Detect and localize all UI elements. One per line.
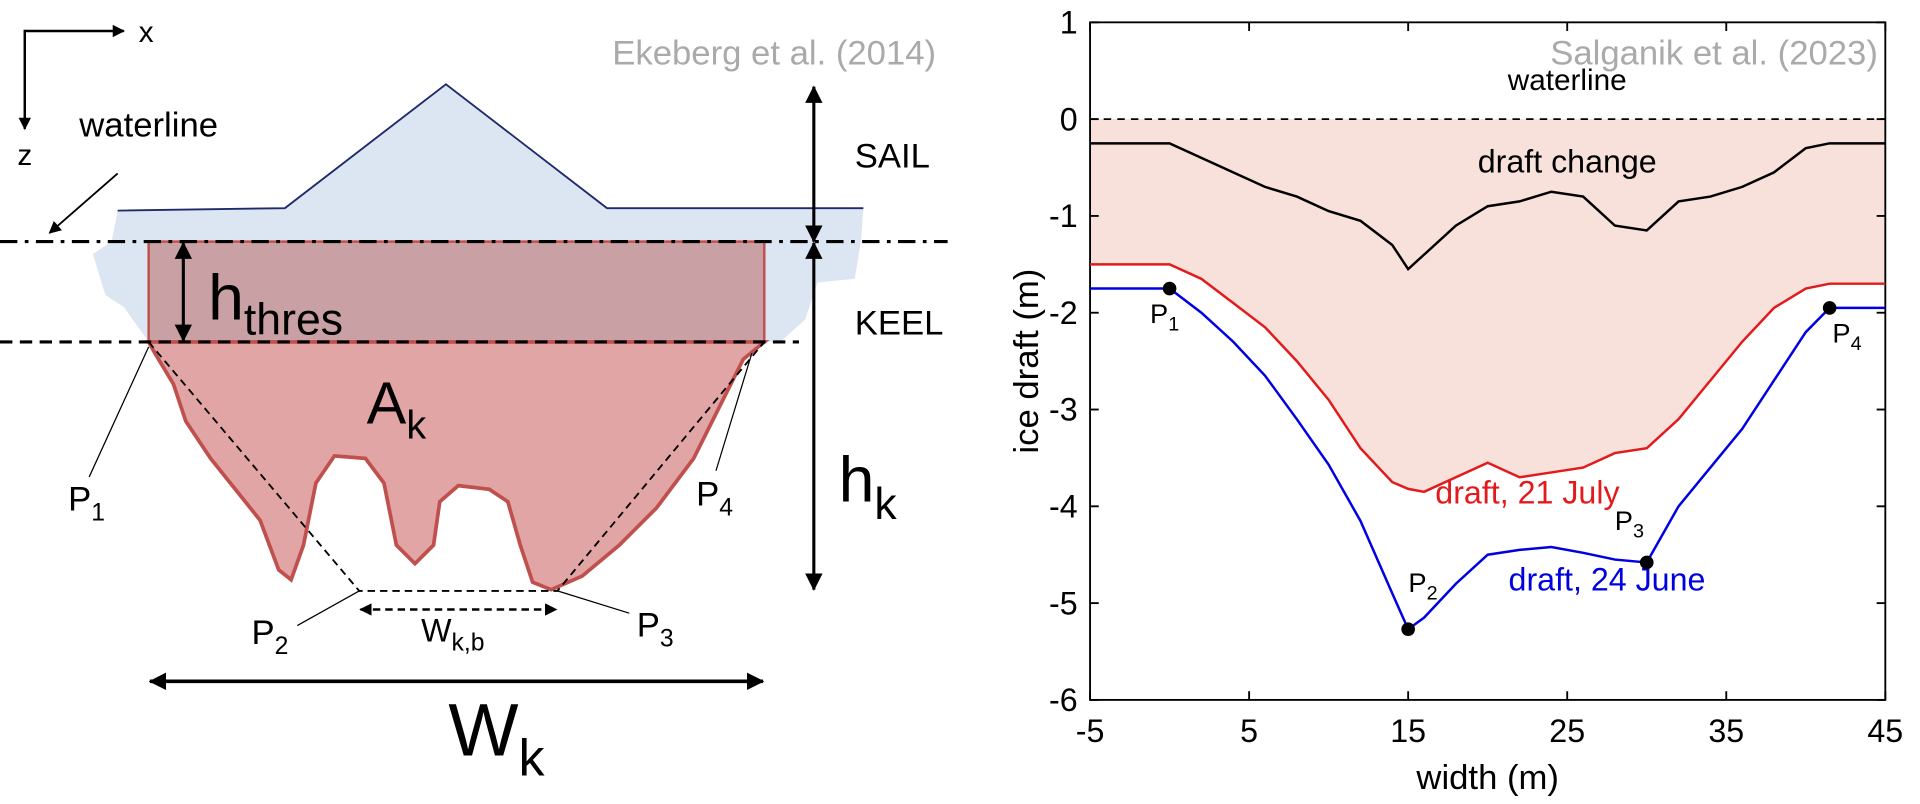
label-main: h	[839, 444, 875, 516]
label-sub: 2	[1427, 583, 1438, 605]
x-tick-label: 5	[1240, 713, 1258, 749]
y-tick-label: -4	[1049, 488, 1078, 524]
label-main: P	[1615, 505, 1633, 536]
label-sub: 1	[1168, 314, 1179, 336]
label-sub: k	[519, 729, 546, 787]
iceberg-diagram: Ekeberg et al. (2014) x z waterline SAIL…	[0, 16, 948, 787]
axis-z-label: z	[17, 139, 32, 172]
point-label: P4	[1832, 318, 1861, 355]
citation: Ekeberg et al. (2014)	[612, 34, 936, 72]
y-axis-title: ice draft (m)	[1008, 269, 1046, 454]
label-sub: 4	[719, 494, 733, 521]
label-main: P	[1832, 318, 1850, 349]
label-main: W	[421, 613, 452, 649]
label-sub: 2	[275, 633, 289, 660]
x-tick-label: 45	[1867, 713, 1903, 749]
label-sub: 4	[1851, 333, 1862, 355]
p4-label: P4	[696, 475, 733, 521]
citation: Salganik et al. (2023)	[1550, 34, 1878, 72]
label-sub: k	[874, 480, 897, 529]
series-line	[1090, 263, 1886, 494]
y-tick-label: -1	[1049, 198, 1078, 234]
y-tick-label: -6	[1049, 682, 1078, 718]
a-k-label: Ak	[367, 370, 427, 448]
point-marker	[1822, 301, 1837, 315]
p2-label: P2	[251, 614, 288, 660]
leader-p2	[296, 590, 360, 627]
keel-label: KEEL	[855, 304, 944, 342]
label-main: P	[1408, 567, 1426, 598]
sail-outline	[117, 83, 864, 212]
y-tick-label: -5	[1049, 585, 1078, 621]
x-tick-label: -5	[1076, 713, 1105, 749]
label-sub: k	[406, 404, 426, 448]
leader-p1	[88, 346, 150, 478]
x-tick-label: 15	[1390, 713, 1426, 749]
y-tick-label: -2	[1049, 295, 1078, 331]
series-line	[1090, 142, 1886, 272]
point-marker	[1162, 281, 1177, 296]
series-label: draft change	[1478, 143, 1657, 179]
label-main: P	[1150, 298, 1168, 329]
point-marker	[1639, 555, 1654, 570]
w-kb-label: Wk,b	[421, 613, 484, 657]
p3-label: P3	[637, 607, 674, 653]
sail-label: SAIL	[855, 137, 930, 175]
x-axis-title: width (m)	[1415, 759, 1559, 797]
leader-p3	[557, 590, 630, 614]
p1-label: P1	[68, 480, 105, 526]
point-label: P3	[1615, 505, 1644, 542]
label-sub: k,b	[452, 629, 485, 656]
point-label: P2	[1408, 567, 1437, 604]
series-label: draft, 24 June	[1509, 562, 1706, 598]
label-main: P	[251, 614, 274, 652]
label-sub: thres	[244, 295, 343, 344]
x-tick-label: 25	[1549, 713, 1585, 749]
label-main: P	[696, 475, 719, 513]
draft-change-area	[1090, 119, 1886, 492]
label-main: P	[68, 480, 91, 518]
label-main: h	[208, 262, 244, 334]
series-line	[1090, 287, 1886, 632]
w-k-label: Wk	[448, 689, 545, 788]
y-tick-label: -3	[1049, 392, 1078, 428]
trapezoid	[147, 341, 765, 592]
annotation: waterline	[1507, 64, 1627, 97]
point-marker	[1401, 622, 1415, 637]
y-tick-label: 0	[1060, 101, 1078, 137]
point-label: P1	[1150, 298, 1179, 335]
waterline-label: waterline	[78, 106, 218, 144]
threshold-area	[147, 240, 766, 344]
label-main: P	[637, 607, 660, 645]
label-main: W	[448, 689, 518, 772]
waterline-pointer	[48, 172, 119, 234]
leader-p4	[715, 352, 753, 471]
keel-area	[145, 340, 770, 592]
label-sub: 1	[91, 499, 105, 526]
label-sub: 3	[1633, 521, 1644, 543]
x-tick-label: 35	[1708, 713, 1744, 749]
h-k-label: hk	[839, 444, 898, 529]
h-thres-label: hthres	[208, 262, 343, 345]
series-label: draft, 21 July	[1435, 474, 1620, 510]
plot-frame	[1089, 21, 1887, 701]
chart: draft, 21 July draft, 24 June draft change…	[1008, 4, 1903, 797]
label-main: A	[367, 370, 407, 437]
axis-x-label: x	[139, 16, 154, 49]
y-tick-label: 1	[1060, 4, 1078, 40]
label-sub: 3	[660, 626, 674, 653]
